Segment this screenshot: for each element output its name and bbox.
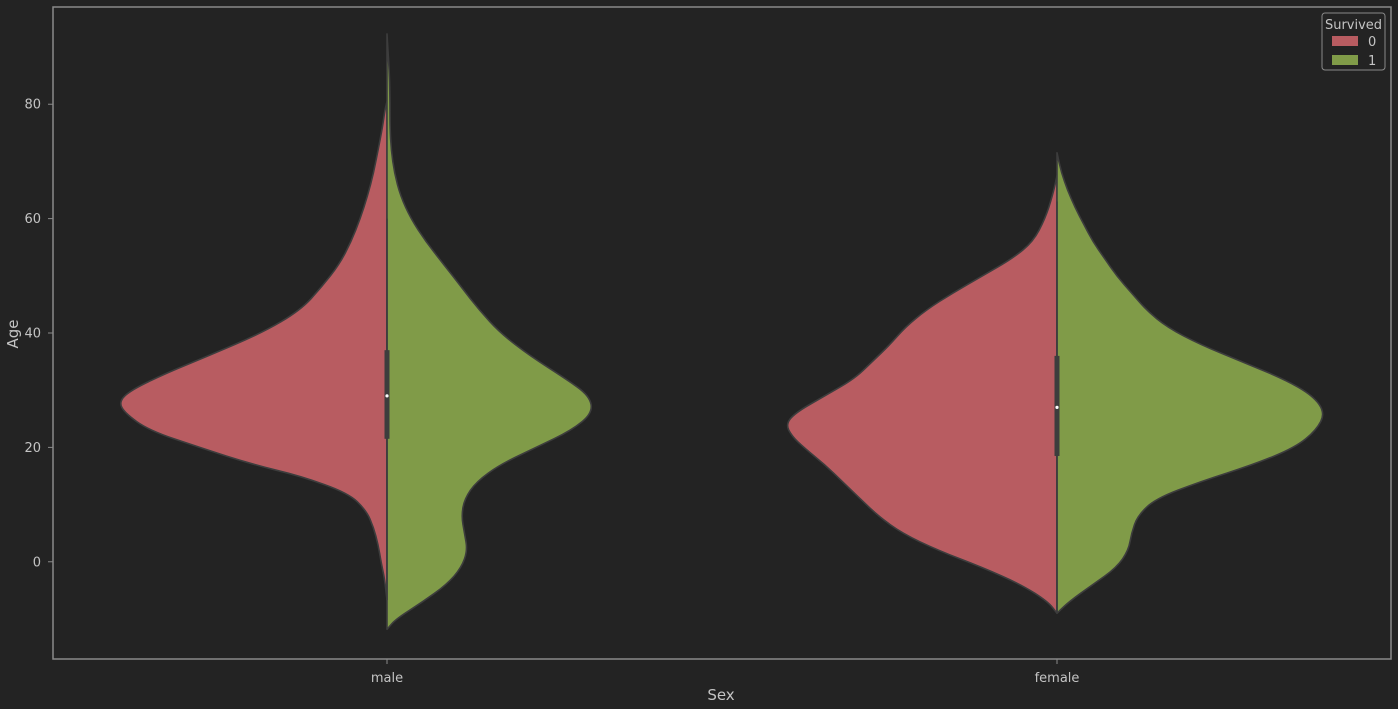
median-dot-female	[1055, 406, 1058, 409]
y-tick-label-20: 20	[24, 441, 41, 456]
legend-swatch-1	[1332, 55, 1358, 65]
x-tick-label-male: male	[371, 671, 403, 686]
x-axis-label: Sex	[707, 686, 734, 704]
legend-title: Survived	[1325, 18, 1382, 33]
y-axis-label: Age	[4, 319, 22, 348]
y-tick-label-80: 80	[24, 98, 41, 113]
legend-label-1: 1	[1368, 54, 1376, 69]
y-tick-label-60: 60	[24, 212, 41, 227]
legend-swatch-0	[1332, 36, 1358, 46]
legend-label-0: 0	[1368, 35, 1376, 50]
legend: Survived 0 1	[1322, 13, 1385, 70]
y-tick-label-40: 40	[24, 327, 41, 342]
median-dot-male	[385, 394, 388, 397]
y-tick-label-0: 0	[33, 555, 41, 570]
x-tick-label-female: female	[1035, 671, 1080, 686]
